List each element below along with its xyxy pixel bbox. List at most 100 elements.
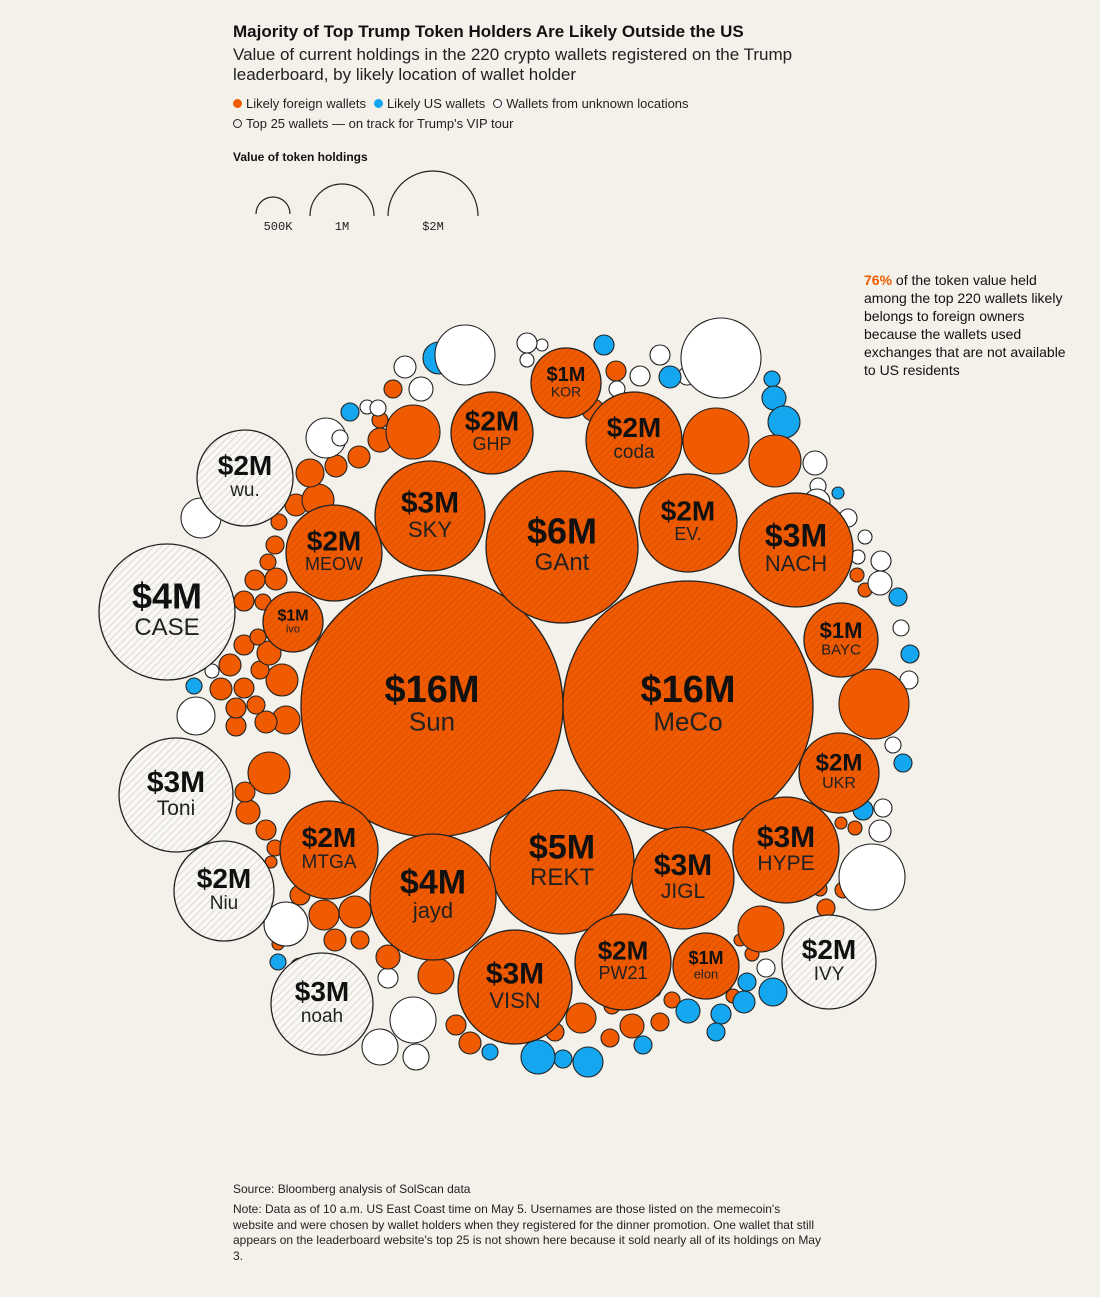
annotation-percent: 76% — [864, 272, 893, 288]
unknown-wallet-bubble — [756, 958, 776, 978]
foreign-wallet-bubble — [347, 445, 371, 469]
legend-top25-row: Top 25 wallets — on track for Trump's VI… — [233, 116, 521, 131]
bubble-circle — [485, 470, 639, 624]
bubble-name-label: BAYC — [821, 641, 861, 658]
bubble-name-label: GAnt — [535, 549, 590, 576]
us-wallet-bubble — [520, 1039, 556, 1075]
bubble-value-label: $2M — [607, 412, 661, 443]
unknown-wallet-bubble — [838, 843, 906, 911]
us-wallet-bubble — [185, 677, 203, 695]
foreign-wallet-bubble — [323, 928, 347, 952]
foreign-wallet-bubble — [834, 816, 848, 830]
bubble-value-label: $1M — [820, 618, 863, 643]
bubble-name-label: elon — [694, 966, 719, 981]
bubble-circle — [732, 796, 840, 904]
chart-subtitle: Value of current holdings in the 220 cry… — [233, 45, 793, 84]
size-key-label-500k: 500K — [264, 220, 294, 234]
unknown-wallet-bubble — [389, 996, 437, 1044]
us-wallet-bubble — [737, 972, 757, 992]
us-wallet-bubble — [706, 1022, 726, 1042]
bubble-circle — [196, 429, 294, 527]
bubble-circle — [369, 833, 497, 961]
bubble-name-label: CASE — [134, 614, 199, 641]
foreign-wallet-bubble — [458, 1031, 482, 1055]
bubble-name-label: NACH — [765, 551, 827, 576]
unknown-wallet-bubble — [857, 529, 873, 545]
foreign-wallet-bubble — [650, 1012, 670, 1032]
unknown-wallet-bubble — [680, 317, 762, 399]
foreign-wallet-bubble — [218, 653, 242, 677]
foreign-wallet-bubble — [209, 677, 233, 701]
legend: Likely foreign wallets Likely US wallets… — [233, 96, 697, 111]
bubble-value-label: $3M — [401, 487, 459, 520]
bubble-name-label: GHP — [472, 434, 511, 454]
us-wallet-bubble — [767, 405, 801, 439]
unknown-wallet-bubble — [331, 429, 349, 447]
us-wallet-bubble — [269, 953, 287, 971]
bubble-name-label: IVY — [814, 964, 845, 985]
bubble-circle — [98, 543, 236, 681]
bubble-value-label: $3M — [295, 976, 349, 1007]
us-wallet-bubble — [553, 1049, 573, 1069]
size-key-title: Value of token holdings — [233, 150, 368, 164]
bubble-value-label: $3M — [147, 766, 205, 799]
unknown-wallet-bubble — [516, 332, 538, 354]
foreign-wallet-bubble — [847, 820, 863, 836]
size-key-arc-1m — [309, 183, 375, 217]
foreign-wallet-bubble — [233, 634, 255, 656]
foreign-wallet-bubble — [233, 677, 255, 699]
unknown-wallet-bubble — [629, 365, 651, 387]
bubble-name-label: VISN — [489, 988, 540, 1013]
bubble-circle — [530, 347, 602, 419]
unknown-wallet-bubble — [884, 736, 902, 754]
bubble-name-label: PW21 — [598, 963, 647, 983]
hatched-dot-icon — [233, 119, 242, 128]
bubble-value-label: $2M — [661, 495, 715, 526]
foreign-wallet-bubble — [838, 668, 910, 740]
unknown-wallet-bubble — [204, 663, 220, 679]
foreign-wallet-bubble — [295, 458, 325, 488]
bubble-name-label: Niu — [210, 893, 239, 914]
bubble-circle — [374, 460, 486, 572]
bubble-value-label: $6M — [527, 510, 597, 551]
bubble-value-label: $2M — [465, 405, 519, 436]
bubble-circle — [450, 391, 534, 475]
us-wallet-bubble — [831, 486, 845, 500]
foreign-wallet-bubble — [259, 553, 277, 571]
bubble-name-label: JIGL — [661, 880, 705, 903]
chart-title: Majority of Top Trump Token Holders Are … — [233, 22, 744, 41]
foreign-wallet-bubble — [375, 944, 401, 970]
bubble-circle — [798, 732, 880, 814]
bubble-name-label: MeCo — [653, 707, 722, 737]
bubble-value-label: $1M — [547, 364, 586, 386]
foreign-wallet-bubble — [265, 663, 299, 697]
foreign-wallet-bubble — [225, 715, 247, 737]
unknown-wallet-bubble — [867, 570, 893, 596]
foreign-wallet-bubble — [234, 781, 256, 803]
bubble-circle — [738, 492, 854, 608]
bubble-value-label: $2M — [218, 450, 272, 481]
foreign-wallet-bubble — [235, 799, 261, 825]
foreign-wallet-bubble — [265, 535, 285, 555]
bubble-name-label: Sun — [409, 707, 455, 737]
unknown-wallet-bubble — [873, 798, 893, 818]
bubble-name-label: EV. — [674, 524, 701, 544]
bubble-value-label: $2M — [197, 863, 251, 894]
bubble-name-label: jayd — [412, 898, 453, 923]
bubble-circle — [285, 504, 383, 602]
bubble-circle — [262, 591, 324, 653]
us-wallet-bubble — [340, 402, 360, 422]
